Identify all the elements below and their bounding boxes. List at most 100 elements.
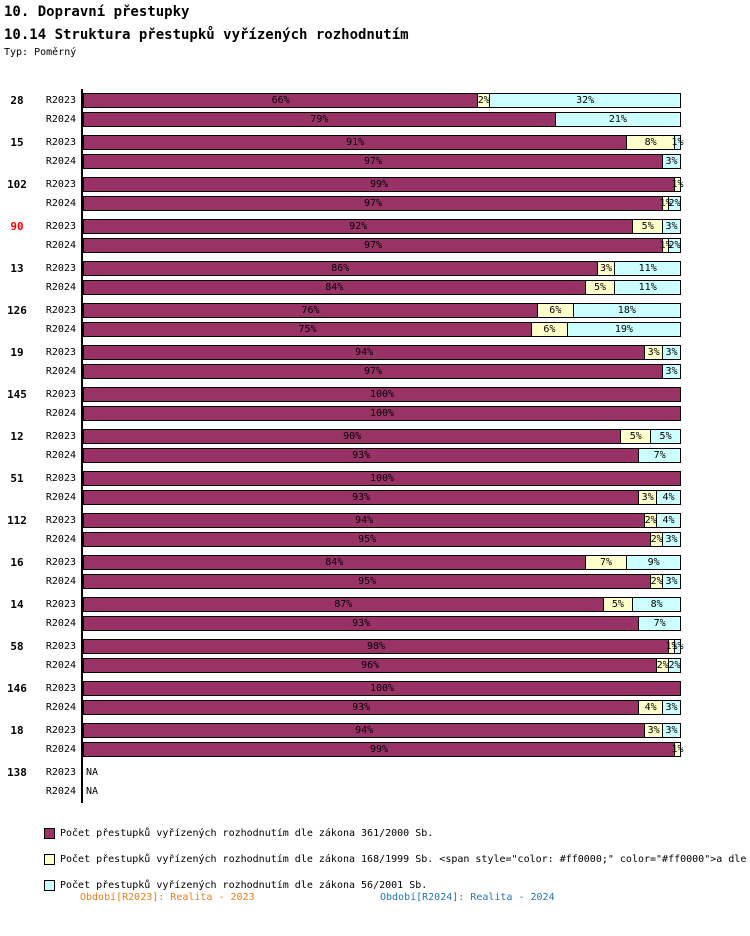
stacked-bar: 84% 7% 9% [83,555,681,570]
bar-segment-z56: 7% [638,617,680,630]
stacked-bar: 97% 3% [83,154,681,169]
bar-segment-z168: 3% [644,724,663,737]
segment-value-label: 91% [346,137,365,148]
bar-segment-z361: 93% [84,701,639,714]
row-period-label: R2023 [45,473,76,484]
row-period-label: R2023 [45,221,76,232]
segment-value-label: 3% [641,492,654,503]
row-period-label: R2023 [45,431,76,442]
bar-segment-z56: 7% [638,449,680,462]
bar-segment-z168: 6% [531,323,567,336]
bar-segment-z361: 84% [84,556,585,569]
group-label: 15 [10,136,24,149]
row-period-label: R2023 [45,515,76,526]
stacked-bar: 79% 21% [83,112,681,127]
bar-segment-z56: 21% [554,113,680,126]
footer-period-2024: Období[R2024]: Realita - 2024 [380,892,555,903]
segment-value-label: 5% [593,282,607,293]
segment-value-label: 4% [644,702,657,713]
segment-value-label: 3% [665,534,678,545]
segment-value-label: 93% [352,492,371,503]
row-period-label: R2024 [45,576,76,587]
segment-value-label: 1% [665,641,678,652]
row-period-label: R2024 [45,450,76,461]
bar-segment-z168: 8% [626,136,675,149]
segment-value-label: 3% [647,725,660,736]
group-label: 138 [7,766,27,779]
segment-value-label: 95% [358,534,377,545]
bar-segment-z168: 5% [602,598,633,611]
stacked-bar: 66% 2% 32% [83,93,681,108]
segment-value-label: 99% [369,744,389,755]
bar-segment-z168: 2% [650,575,663,588]
bar-segment-z361: 97% [84,365,663,378]
bar-segment-z56: 4% [656,491,680,504]
bar-segment-z56: 1% [671,136,684,149]
bar-segment-z56: 2% [668,659,681,672]
bar-segment-z56: 18% [572,304,680,317]
stacked-bar: 90% 5% 5% [83,429,681,444]
segment-value-label: 3% [665,725,678,736]
bar-segment-z168: 1% [660,197,672,210]
legend-label: Počet přestupků vyřízených rozhodnutím d… [60,854,747,865]
group-label: 18 [10,724,24,737]
stacked-bar: 76% 6% 18% [83,303,681,318]
segment-value-label: 86% [331,263,350,274]
segment-value-label: 98% [367,641,386,652]
segment-value-label: 18% [617,305,636,316]
row-period-label: R2023 [45,347,76,358]
segment-value-label: 1% [671,137,684,148]
row-period-label: R2023 [45,137,76,148]
bar-segment-z56: 3% [662,575,680,588]
bar-segment-z361: 95% [84,575,651,588]
bar-segment-z361: 75% [84,323,531,336]
group-label: 146 [7,682,27,695]
bar-segment-z56: 11% [614,262,680,275]
segment-value-label: 1% [659,240,672,251]
segment-value-label: 84% [325,282,344,293]
bar-segment-z168: 2% [656,659,669,672]
segment-value-label: 94% [355,725,374,736]
bar-segment-z168: 5% [620,430,651,443]
bar-segment-z168: 7% [584,556,627,569]
legend-label: Počet přestupků vyřízených rozhodnutím d… [60,880,428,891]
segment-value-label: 93% [352,618,371,629]
segment-value-label: 6% [543,324,556,335]
group-label: 51 [10,472,24,485]
bar-segment-z361: 93% [84,449,639,462]
row-period-label: R2023 [45,263,76,274]
segment-value-label: 19% [614,324,633,335]
bar-segment-z361: 66% [84,94,478,107]
y-axis-line [81,89,83,803]
segment-value-label: 4% [662,492,675,503]
bar-segment-z168: 1% [671,178,684,191]
stacked-bar: 96% 2% 2% [83,658,681,673]
segment-value-label: 97% [364,366,383,377]
segment-value-label: 3% [647,347,660,358]
stacked-bar: 100% [83,471,681,486]
segment-value-label: 8% [644,137,657,148]
stacked-bar: 94% 2% 4% [83,513,681,528]
row-period-label: R2023 [45,95,76,106]
segment-value-label: 99% [369,179,389,190]
row-period-label: R2024 [45,534,76,545]
row-period-label: R2023 [45,557,76,568]
group-label: 13 [10,262,24,275]
bar-segment-z168: 2% [650,533,663,546]
segment-value-label: 79% [310,114,329,125]
legend-label: Počet přestupků vyřízených rozhodnutím d… [60,828,434,839]
segment-value-label: 11% [638,282,657,293]
row-period-label: R2024 [45,786,76,797]
legend-swatch-zakon-168-1999 [44,854,55,865]
row-period-label: R2023 [45,389,76,400]
stacked-bar: 97% 3% [83,364,681,379]
stacked-bar: 91% 8% 1% [83,135,684,150]
row-period-label: R2024 [45,744,76,755]
segment-value-label: 97% [364,156,383,167]
stacked-bar: 97% 1% 2% [83,196,681,211]
stacked-bar: 100% [83,387,681,402]
stacked-bar: 95% 2% 3% [83,574,681,589]
segment-value-label: 32% [576,95,595,106]
segment-value-label: 7% [653,450,666,461]
